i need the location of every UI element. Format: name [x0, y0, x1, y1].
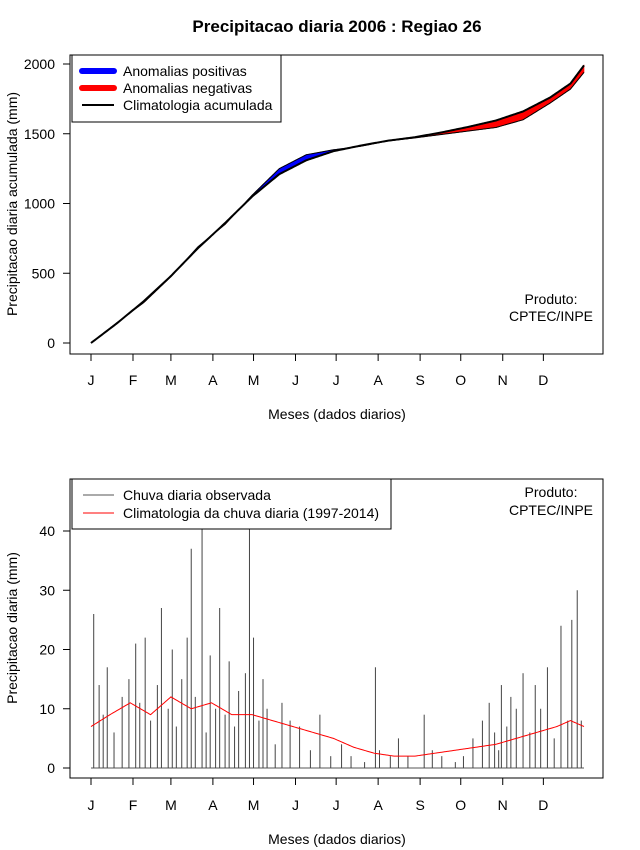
bottom-x-tick-label: F — [129, 797, 138, 813]
bottom-x-tick-label: J — [333, 797, 340, 813]
top-x-tick-label: O — [455, 372, 466, 388]
top-x-tick-label: A — [208, 372, 218, 388]
top-credit-line-2: CPTEC/INPE — [509, 308, 593, 324]
legend-label-climatology: Climatologia acumulada — [123, 97, 273, 113]
bottom-y-tick-label: 30 — [39, 582, 55, 598]
bottom-x-tick-label: O — [455, 797, 466, 813]
top-x-tick-label: J — [333, 372, 340, 388]
bottom-x-tick-label: J — [88, 797, 95, 813]
top-legend: Anomalias positivas Anomalias negativas … — [71, 54, 282, 123]
bottom-y-tick-label: 10 — [39, 701, 55, 717]
top-x-tick-label: D — [538, 372, 548, 388]
daily-bars — [91, 501, 584, 769]
bottom-y-tick-label: 40 — [39, 523, 55, 539]
bottom-x-tick-label: M — [248, 797, 260, 813]
legend-label-observed: Chuva diaria observada — [123, 487, 271, 503]
bottom-y-tick-label: 20 — [39, 642, 55, 658]
bottom-x-tick-label: A — [208, 797, 218, 813]
top-x-tick-label: N — [498, 372, 508, 388]
top-x-tick-label: M — [248, 372, 260, 388]
top-x-tick-label: S — [415, 372, 424, 388]
legend-label-negative: Anomalias negativas — [123, 80, 252, 96]
top-y-axis: 0 500 1000 1500 2000 — [24, 56, 70, 351]
bottom-y-tick-label: 0 — [47, 760, 55, 776]
top-credit-line-1: Produto: — [525, 291, 578, 307]
cumulative-lines — [90, 64, 585, 344]
legend-label-clim-daily: Climatologia da chuva diaria (1997-2014) — [123, 505, 379, 521]
legend-label-positive: Anomalias positivas — [123, 63, 247, 79]
bottom-legend: Chuva diaria observada Climatologia da c… — [71, 478, 392, 530]
bottom-x-axis-label: Meses (dados diarios) — [268, 831, 406, 847]
bottom-credit-line-2: CPTEC/INPE — [509, 502, 593, 518]
daily-climatology — [90, 696, 585, 757]
bottom-x-tick-label: M — [165, 797, 177, 813]
top-y-axis-label: Precipitacao diaria acumulada (mm) — [4, 92, 20, 316]
top-y-tick-label: 1500 — [24, 126, 55, 142]
top-x-tick-label: J — [88, 372, 95, 388]
top-y-tick-label: 500 — [32, 265, 56, 281]
top-y-tick-label: 2000 — [24, 56, 55, 72]
top-y-tick-label: 0 — [47, 335, 55, 351]
bottom-x-tick-label: S — [415, 797, 424, 813]
bottom-y-axis: 0 10 20 30 40 — [39, 523, 70, 776]
chart-title: Precipitacao diaria 2006 : Regiao 26 — [192, 17, 481, 36]
daily-climatology-line — [90, 696, 585, 757]
climatology-cumulative-line — [90, 64, 585, 344]
top-x-axis-label: Meses (dados diarios) — [268, 406, 406, 422]
cumulative-panel: 0 500 1000 1500 2000 J F M A M J J A S O N D Meses (dad… — [4, 54, 604, 422]
bottom-x-tick-label: A — [373, 797, 383, 813]
daily-panel: 0 10 20 30 40 J F M A M J J A S O N D Meses (dados diar… — [4, 478, 604, 847]
top-x-tick-label: A — [373, 372, 383, 388]
top-x-tick-label: F — [129, 372, 138, 388]
top-x-tick-label: J — [292, 372, 299, 388]
bottom-x-tick-label: D — [538, 797, 548, 813]
bottom-y-axis-label: Precipitacao diaria (mm) — [4, 552, 20, 704]
bottom-credit-line-1: Produto: — [525, 484, 578, 500]
bottom-legend-box — [71, 478, 392, 530]
top-y-tick-label: 1000 — [24, 196, 55, 212]
bottom-x-tick-label: J — [292, 797, 299, 813]
bottom-x-tick-label: N — [498, 797, 508, 813]
top-x-tick-label: M — [165, 372, 177, 388]
